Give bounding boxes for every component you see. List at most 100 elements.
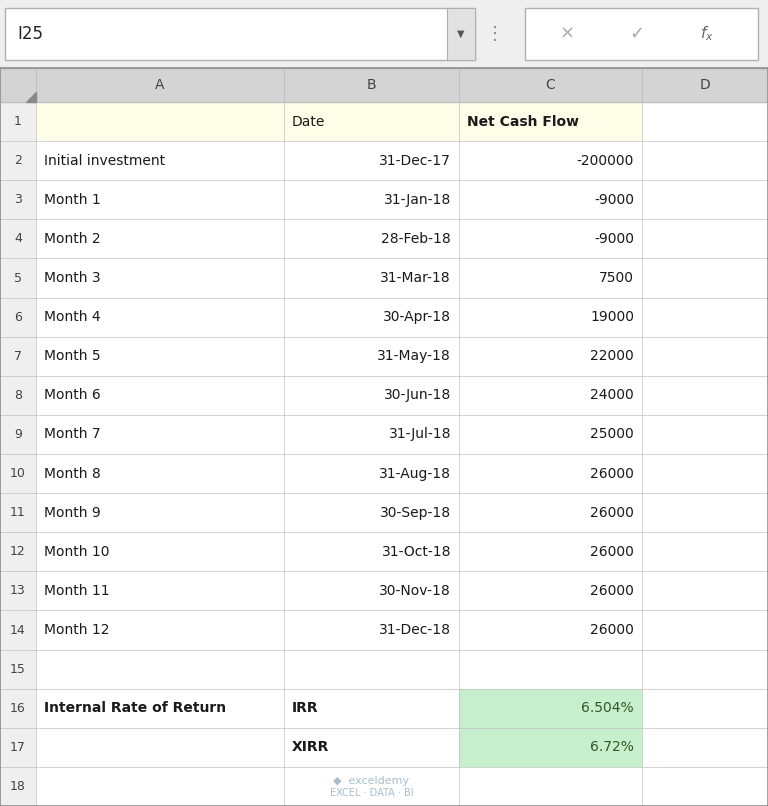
- Bar: [284, 728, 459, 767]
- Bar: [284, 493, 459, 532]
- Bar: [525, 8, 758, 60]
- Bar: [459, 493, 642, 532]
- Text: 7: 7: [14, 350, 22, 363]
- Bar: [642, 688, 768, 728]
- Text: Month 8: Month 8: [44, 467, 101, 480]
- Bar: [459, 141, 642, 181]
- Text: 7500: 7500: [599, 271, 634, 285]
- Text: 6.72%: 6.72%: [590, 741, 634, 754]
- Bar: [642, 219, 768, 259]
- Text: D: D: [700, 78, 710, 92]
- Text: ×: ×: [559, 25, 574, 43]
- Bar: [0, 297, 36, 337]
- Bar: [0, 337, 36, 376]
- Text: 26000: 26000: [590, 467, 634, 480]
- Bar: [0, 454, 36, 493]
- Bar: [459, 181, 642, 219]
- Text: 26000: 26000: [590, 623, 634, 637]
- Text: A: A: [155, 78, 165, 92]
- Text: 28-Feb-18: 28-Feb-18: [381, 232, 451, 246]
- Bar: [0, 767, 36, 806]
- Bar: [459, 219, 642, 259]
- Bar: [642, 297, 768, 337]
- Text: Month 9: Month 9: [44, 505, 101, 520]
- Bar: [0, 728, 36, 767]
- Bar: [0, 650, 36, 688]
- Bar: [284, 68, 459, 102]
- Text: Month 11: Month 11: [44, 584, 110, 598]
- Bar: [36, 297, 284, 337]
- Text: 31-Aug-18: 31-Aug-18: [379, 467, 451, 480]
- Bar: [0, 532, 36, 571]
- Text: ⋮: ⋮: [486, 25, 504, 43]
- Bar: [0, 610, 36, 650]
- Bar: [0, 141, 36, 181]
- Bar: [642, 68, 768, 102]
- Text: -9000: -9000: [594, 232, 634, 246]
- Text: 31-Dec-18: 31-Dec-18: [379, 623, 451, 637]
- Text: 6: 6: [14, 310, 22, 324]
- Text: ◆  exceldemy: ◆ exceldemy: [333, 776, 409, 787]
- Bar: [36, 415, 284, 454]
- Bar: [642, 376, 768, 415]
- Text: 4: 4: [14, 232, 22, 245]
- Bar: [284, 650, 459, 688]
- Bar: [36, 532, 284, 571]
- Bar: [284, 219, 459, 259]
- Bar: [36, 141, 284, 181]
- Bar: [284, 102, 459, 141]
- Bar: [36, 728, 284, 767]
- Text: 30-Jun-18: 30-Jun-18: [384, 388, 451, 402]
- Bar: [0, 102, 36, 141]
- Text: Initial investment: Initial investment: [44, 154, 165, 168]
- Text: 5: 5: [14, 272, 22, 285]
- Text: Month 7: Month 7: [44, 427, 101, 442]
- Text: 6.504%: 6.504%: [581, 701, 634, 715]
- Bar: [642, 141, 768, 181]
- Text: 24000: 24000: [591, 388, 634, 402]
- Bar: [447, 8, 475, 60]
- Text: B: B: [366, 78, 376, 92]
- Bar: [36, 767, 284, 806]
- Text: 22000: 22000: [591, 349, 634, 364]
- Text: Month 1: Month 1: [44, 193, 101, 207]
- Bar: [36, 337, 284, 376]
- Bar: [36, 219, 284, 259]
- Bar: [0, 376, 36, 415]
- Text: 31-Oct-18: 31-Oct-18: [382, 545, 451, 559]
- Bar: [36, 102, 284, 141]
- Bar: [284, 571, 459, 610]
- Text: 19000: 19000: [590, 310, 634, 324]
- Text: EXCEL · DATA · BI: EXCEL · DATA · BI: [329, 788, 413, 799]
- Text: 10: 10: [10, 467, 26, 480]
- Bar: [642, 415, 768, 454]
- Text: 30-Sep-18: 30-Sep-18: [380, 505, 451, 520]
- Bar: [36, 571, 284, 610]
- Text: 30-Nov-18: 30-Nov-18: [379, 584, 451, 598]
- Bar: [459, 337, 642, 376]
- Bar: [642, 102, 768, 141]
- Bar: [36, 688, 284, 728]
- Bar: [36, 68, 284, 102]
- Bar: [0, 0, 768, 68]
- Bar: [642, 337, 768, 376]
- Bar: [459, 650, 642, 688]
- Text: Net Cash Flow: Net Cash Flow: [467, 114, 579, 128]
- Text: I25: I25: [17, 25, 43, 43]
- Text: 8: 8: [14, 388, 22, 402]
- Text: 12: 12: [10, 546, 26, 559]
- Bar: [642, 728, 768, 767]
- Text: 2: 2: [14, 154, 22, 167]
- Text: 31-Mar-18: 31-Mar-18: [380, 271, 451, 285]
- Bar: [459, 376, 642, 415]
- Bar: [284, 610, 459, 650]
- Bar: [0, 493, 36, 532]
- Bar: [284, 376, 459, 415]
- Text: -200000: -200000: [577, 154, 634, 168]
- Bar: [5, 8, 475, 60]
- Text: IRR: IRR: [292, 701, 319, 715]
- Bar: [642, 259, 768, 297]
- Bar: [642, 454, 768, 493]
- Text: 3: 3: [14, 193, 22, 206]
- Polygon shape: [26, 92, 36, 102]
